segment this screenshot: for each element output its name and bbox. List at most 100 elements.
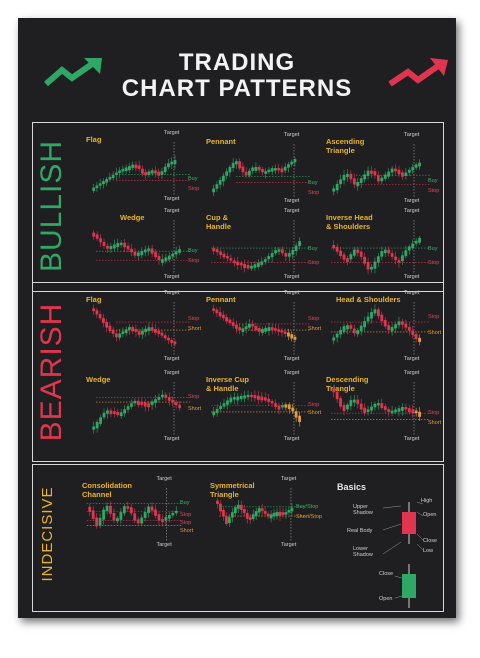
pattern-chart (216, 488, 306, 542)
target-label: Target (404, 370, 420, 376)
basics-lower-shadow: Lower Shadow (353, 546, 373, 558)
stop-label: Stop (188, 258, 200, 264)
short-label: Short (428, 420, 442, 426)
basics-panel: Basics High Upper Shadow Open Real Body … (323, 482, 437, 612)
short-label: Short (188, 406, 202, 412)
bearish-pattern-3: Head & Shoulders Target Stop Short Target (326, 290, 444, 368)
pattern-name: Pennant (206, 295, 236, 304)
pattern-name: Descending Triangle (326, 375, 369, 393)
pattern-chart (331, 302, 430, 356)
indecisive-pattern-2: Symmetrical Triangle Target Buy/Stop Short/… (210, 476, 328, 554)
basics-high: High (421, 498, 433, 504)
bottom-target-label: Target (404, 198, 420, 204)
pattern-chart (92, 220, 190, 274)
pattern-chart (212, 144, 310, 198)
pattern-chart (92, 382, 190, 436)
pattern-name: Pennant (206, 137, 236, 146)
stop-label: Stop (428, 260, 440, 266)
buy-label: Buy (188, 176, 198, 182)
pattern-name: Inverse Cup & Handle (206, 375, 249, 393)
bullish-pattern-4: Wedge Target Buy Stop Target (86, 208, 204, 286)
basics-close-2: Close (379, 571, 394, 577)
arrow-up-right-icon (388, 58, 448, 87)
buy-label: Buy (308, 180, 318, 186)
pattern-name: Wedge (86, 375, 111, 384)
short-label: Short (188, 326, 202, 332)
bottom-target-label: Target (156, 542, 172, 548)
bottom-target-label: Target (404, 356, 420, 362)
pattern-name: Wedge (120, 213, 145, 222)
bottom-target-label: Target (404, 274, 420, 280)
basics-open: Open (423, 512, 437, 518)
target-label: Target (164, 370, 180, 376)
stop-label: Stop (188, 394, 200, 400)
target-label: Target (404, 208, 420, 214)
bottom-target-label: Target (284, 274, 300, 280)
pattern-chart (211, 220, 310, 274)
pattern-chart (332, 144, 430, 198)
indecisive-section (32, 464, 444, 612)
title-line-2: CHART PATTERNS (121, 75, 353, 102)
indecisive-label: INDECISIVE (39, 486, 56, 582)
bearish-pattern-5: Inverse Cup & Handle Target Stop Short Targe… (206, 370, 324, 448)
target-label: Target (164, 290, 180, 296)
basics-real-body: Real Body (347, 528, 373, 534)
pattern-name: Ascending Triangle (326, 137, 365, 155)
bottom-target-label: Target (164, 436, 180, 442)
target-label: Target (280, 476, 297, 482)
buy-label: Buy (180, 500, 190, 506)
bullish-label: BULLISH (35, 139, 68, 273)
bottom-target-label: Target (404, 436, 420, 442)
short-label: Short (180, 528, 194, 534)
bullish-pattern-3: Ascending Triangle Target Buy Stop Target (326, 132, 444, 210)
bearish-pattern-2: Pennant Target Stop Short Target (206, 290, 324, 368)
pattern-chart (211, 382, 310, 436)
basics-title: Basics (337, 482, 367, 492)
buy-label: Buy (188, 248, 198, 254)
target-label: Target (404, 290, 420, 296)
pattern-name: Symmetrical Triangle (210, 481, 255, 499)
stop-label: Stop (188, 316, 200, 322)
bottom-target-label: Target (284, 198, 300, 204)
bullish-pattern-1: Flag Target Buy Stop Target (86, 130, 204, 208)
bullish-section (32, 122, 444, 292)
poster: TRADING CHART PATTERNS BULLISH BEARISH I… (18, 18, 456, 618)
basics-candles (382, 501, 424, 608)
buy-label: Buy (428, 178, 438, 184)
stop-label: Stop (180, 512, 192, 518)
bearish-pattern-1: Flag Target Stop Short Target (86, 290, 204, 368)
basics-close: Close (423, 538, 438, 544)
pattern-chart (92, 142, 190, 196)
target-label: Target (164, 130, 180, 136)
bearish-section (32, 282, 444, 462)
target-label: Target (284, 290, 300, 296)
buy_stop-label: Buy/Stop (296, 504, 319, 510)
stop-label: Stop (308, 260, 320, 266)
pattern-name: Inverse Head & Shoulders (326, 213, 373, 231)
buy-label: Buy (308, 246, 318, 252)
bottom-target-label: Target (284, 436, 300, 442)
bottom-target-label: Target (284, 356, 300, 362)
pattern-chart (86, 488, 182, 542)
target-label: Target (284, 370, 300, 376)
short-label: Short (308, 410, 322, 416)
bullish-pattern-5: Cup & Handle Target Buy Stop Target (206, 208, 324, 286)
target-label: Target (404, 132, 420, 138)
stop-label: Stop (308, 316, 320, 322)
pattern-name: Flag (86, 295, 102, 304)
pattern-name: Cup & Handle (206, 213, 232, 231)
stop-label: Stop (308, 402, 320, 408)
pattern-name: Consolidation Channel (82, 481, 132, 499)
stop-label: Stop (188, 186, 200, 192)
arrow-down-right-icon (44, 58, 102, 87)
pattern-chart (92, 302, 190, 356)
bearish-label: BEARISH (35, 302, 68, 442)
pattern-chart (331, 220, 430, 275)
bottom-target-label: Target (280, 542, 297, 548)
indecisive-pattern-1: Consolidation Channel Target Buy Stop Stop Sh… (82, 476, 200, 554)
stop-label: Stop (428, 410, 440, 416)
short-label: Short (428, 330, 442, 336)
title-line-1: TRADING (178, 49, 296, 76)
bearish-pattern-6: Descending Triangle Target Stop Short Target (326, 370, 444, 448)
stop-label: Stop (428, 314, 440, 320)
